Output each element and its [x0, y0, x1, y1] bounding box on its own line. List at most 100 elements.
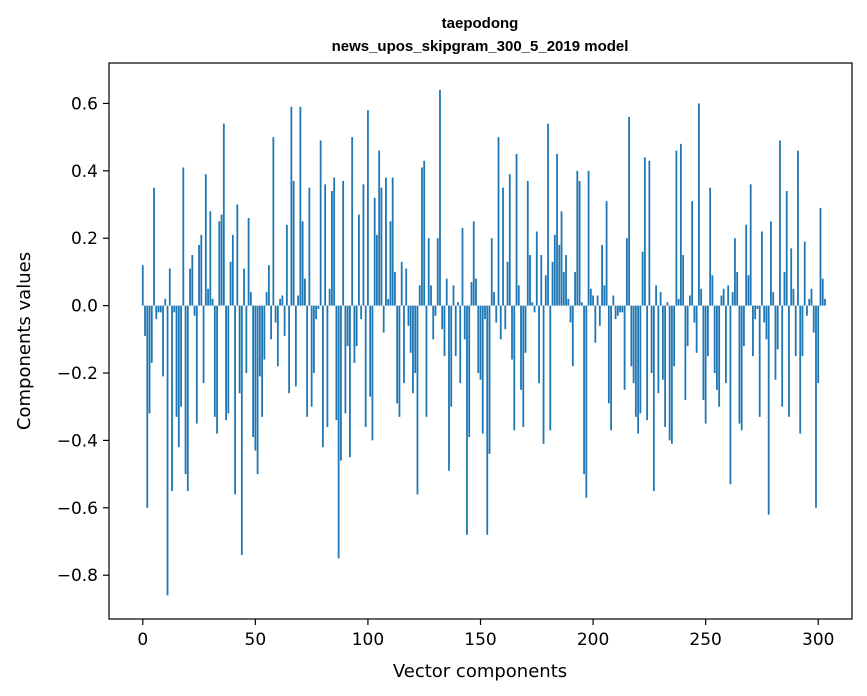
bar-277 — [765, 305, 768, 340]
bar-128 — [430, 285, 432, 306]
bar-289 — [792, 288, 795, 306]
bar-31 — [211, 298, 214, 306]
bar-230 — [659, 292, 662, 306]
chart-title-line-2: news_upos_skipgram_300_5_2019 model — [332, 38, 629, 55]
bar-249 — [702, 305, 705, 400]
bar-170 — [524, 305, 527, 353]
bar-123 — [418, 285, 421, 306]
bar-198 — [587, 170, 590, 306]
bar-79 — [319, 140, 322, 306]
bar-175 — [535, 231, 538, 306]
bar-165 — [513, 305, 516, 431]
bar-140 — [457, 302, 459, 306]
bar-294 — [803, 241, 806, 306]
bar-221 — [639, 305, 642, 414]
y-tick-label: −0.2 — [57, 364, 98, 384]
bar-148 — [475, 278, 477, 306]
bar-202 — [596, 295, 599, 306]
bar-236 — [673, 305, 676, 367]
bar-295 — [806, 305, 808, 316]
bar-185 — [558, 244, 561, 306]
bar-97 — [360, 305, 363, 320]
bar-296 — [808, 298, 811, 306]
x-axis-label: Vector components — [393, 661, 567, 682]
bar-98 — [362, 184, 365, 306]
bar-145 — [468, 305, 471, 438]
bar-219 — [634, 305, 637, 417]
bar-48 — [249, 292, 252, 306]
bar-151 — [481, 305, 484, 434]
bar-146 — [470, 282, 473, 306]
bar-144 — [466, 305, 468, 535]
bar-291 — [797, 150, 799, 306]
bar-223 — [643, 157, 646, 306]
bar-287 — [788, 305, 790, 417]
bar-142 — [461, 228, 464, 306]
bar-243 — [688, 295, 691, 306]
bar-64 — [285, 224, 288, 306]
bar-44 — [240, 305, 243, 555]
bar-293 — [801, 305, 804, 357]
bar-86 — [335, 305, 338, 421]
y-axis-label: Components values — [14, 252, 35, 430]
bar-297 — [810, 288, 813, 306]
bar-218 — [632, 305, 635, 384]
bar-46 — [245, 305, 248, 374]
y-tick-label: −0.4 — [57, 431, 98, 451]
bar-258 — [722, 288, 725, 306]
bar-34 — [218, 221, 221, 306]
bar-227 — [652, 305, 655, 491]
bar-225 — [648, 160, 651, 306]
bar-197 — [585, 305, 588, 498]
bar-201 — [594, 305, 597, 343]
bar-21 — [189, 268, 191, 306]
bar-184 — [556, 153, 558, 306]
bar-153 — [486, 305, 489, 535]
bar-261 — [729, 305, 732, 485]
bar-7 — [157, 305, 160, 313]
bar-155 — [490, 238, 493, 306]
bar-193 — [576, 170, 579, 306]
bar-211 — [616, 305, 619, 316]
bar-251 — [707, 305, 709, 357]
bar-203 — [598, 305, 601, 326]
bar-163 — [508, 174, 511, 306]
bar-114 — [398, 305, 401, 417]
bar-39 — [229, 261, 232, 306]
y-tick-label: 0.4 — [71, 162, 98, 182]
bar-229 — [657, 305, 660, 394]
plot-frame — [108, 62, 853, 620]
x-tick-label: 300 — [802, 630, 834, 650]
bar-2 — [146, 305, 149, 508]
y-tick-label: −0.6 — [57, 499, 98, 519]
bar-104 — [376, 234, 378, 306]
bar-15 — [175, 305, 178, 417]
bar-125 — [423, 160, 426, 306]
bar-283 — [779, 140, 781, 306]
bar-102 — [371, 305, 374, 441]
bar-231 — [661, 305, 664, 380]
bar-269 — [747, 275, 750, 306]
bar-147 — [472, 221, 475, 306]
bar-131 — [436, 238, 439, 306]
bar-149 — [477, 305, 480, 374]
bar-52 — [258, 305, 261, 377]
bar-25 — [198, 244, 200, 306]
bar-250 — [704, 305, 707, 424]
bar-106 — [380, 187, 383, 306]
bar-49 — [252, 305, 254, 438]
bar-300 — [817, 305, 820, 384]
bar-157 — [495, 305, 498, 323]
bar-133 — [441, 305, 444, 330]
bar-138 — [452, 285, 455, 306]
bar-254 — [713, 305, 716, 374]
y-axis-ticks: −0.8 −0.6 −0.4 −0.2 0.0 0.2 0.4 0.6 — [57, 94, 109, 586]
bar-101 — [369, 305, 372, 397]
bar-160 — [502, 187, 504, 306]
bar-172 — [529, 255, 531, 306]
bar-111 — [391, 177, 394, 306]
bar-100 — [367, 110, 369, 306]
bar-161 — [504, 305, 507, 330]
bar-247 — [698, 103, 700, 306]
